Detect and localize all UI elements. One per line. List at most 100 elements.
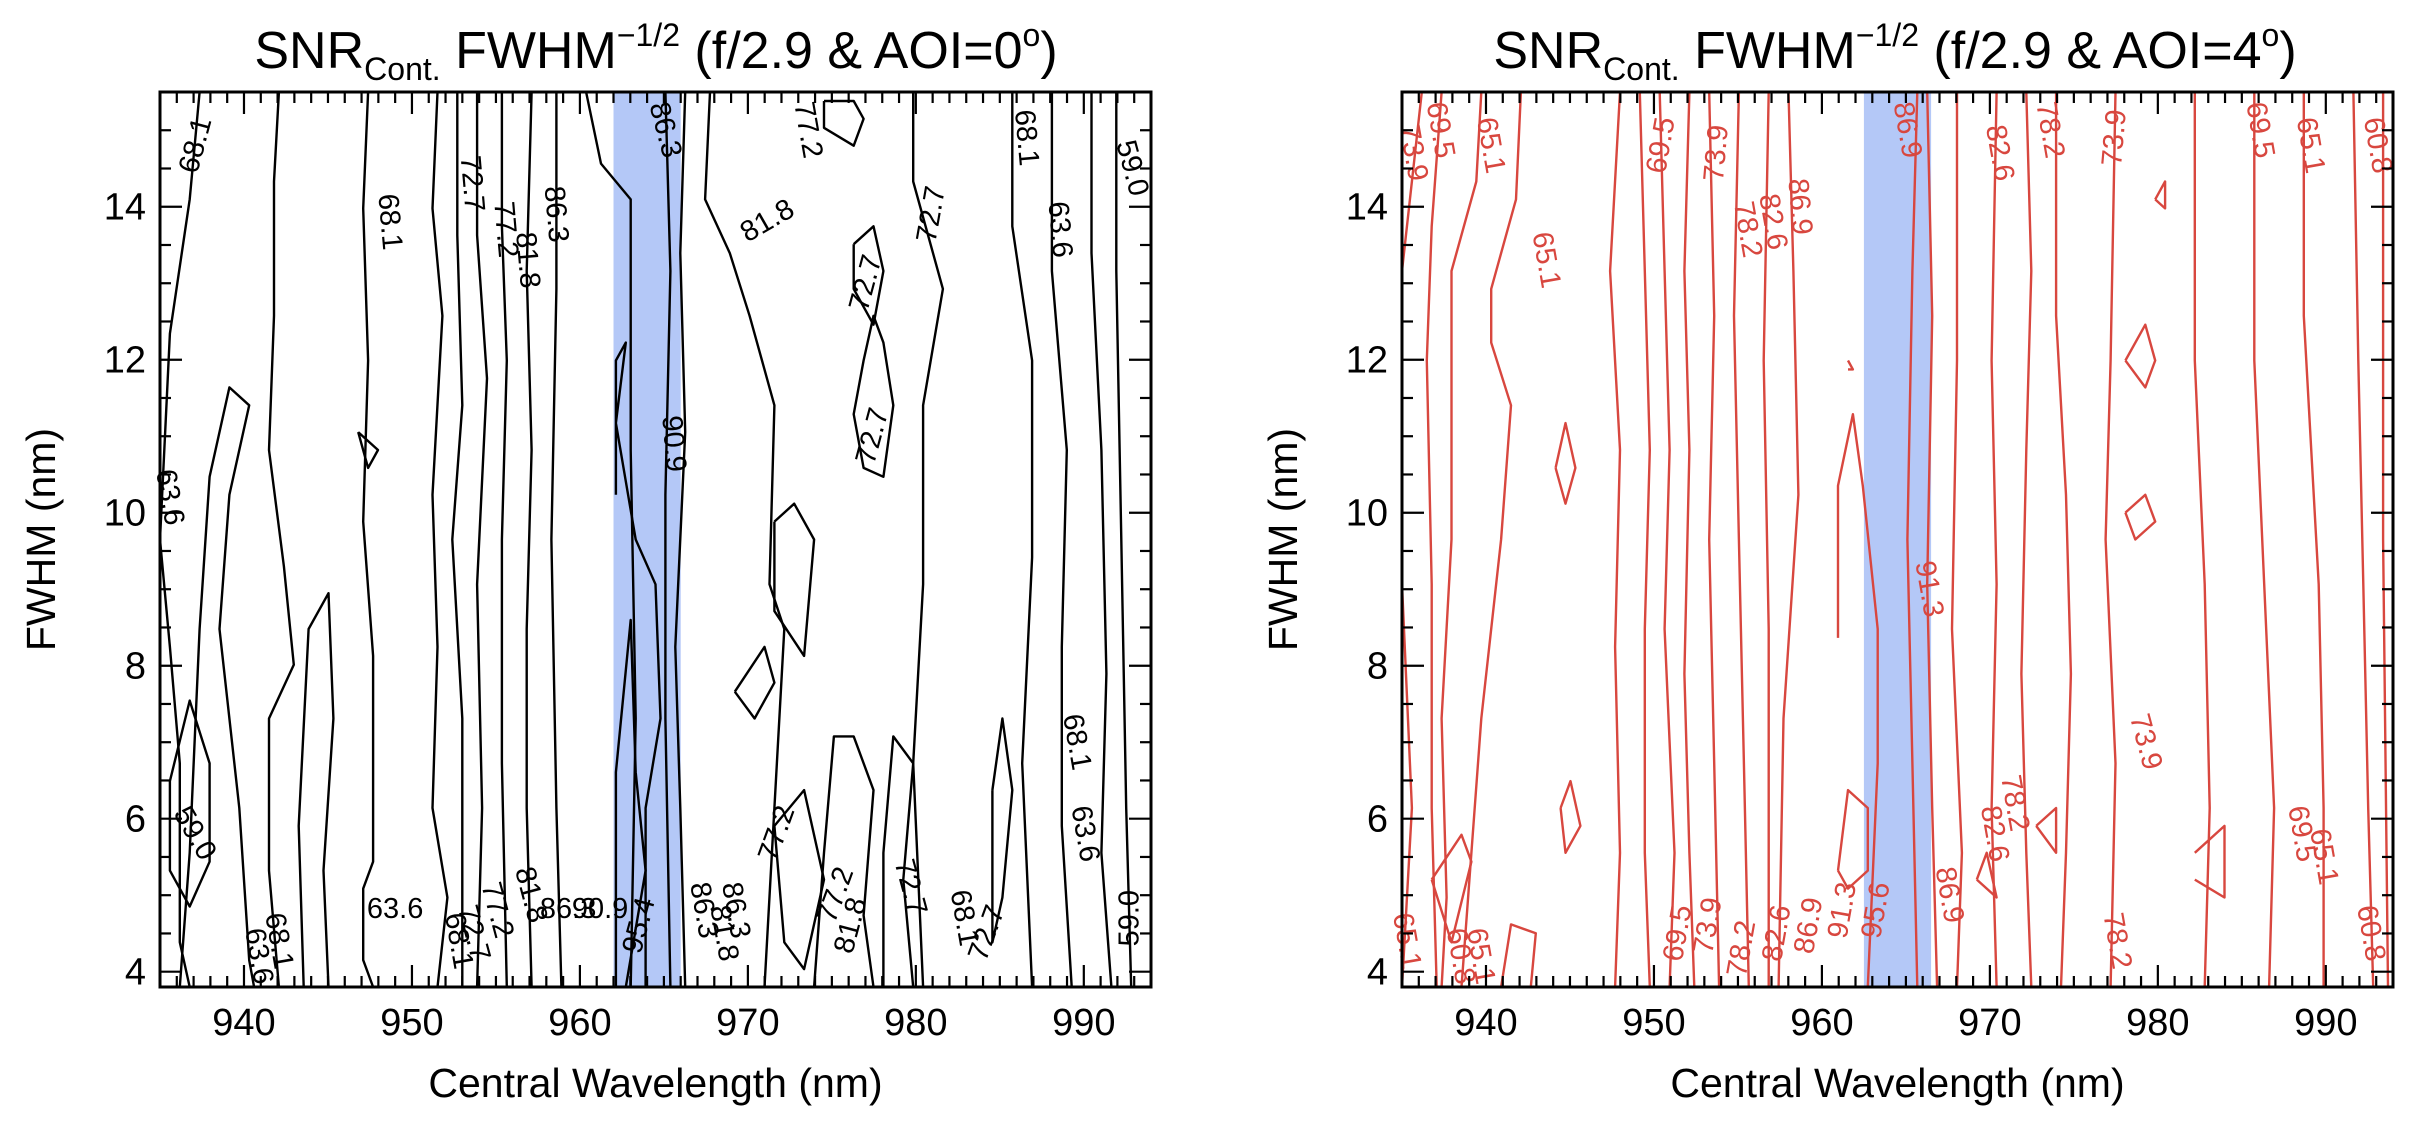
contour-line [2054, 92, 2073, 988]
contour-line [703, 91, 786, 988]
highlight-band [613, 92, 681, 987]
contour-panel-1: 68.163.659.063.668.168.163.672.777.281.8… [18, 17, 1155, 1106]
contour-line [1425, 91, 1443, 988]
contour-line [882, 735, 915, 988]
contour-line [2020, 91, 2033, 988]
contour-line [1440, 91, 1483, 988]
contour-line [2381, 92, 2390, 988]
contour-line [991, 717, 1014, 944]
contour-label: 72.7 [888, 856, 934, 919]
contour-line [1906, 91, 1919, 988]
y-axis-label: FWHM (nm) [1260, 428, 1306, 651]
contour-line [362, 91, 375, 988]
contour-line [1011, 92, 1034, 988]
contour-line [2253, 92, 2276, 988]
y-tick-label: 8 [1367, 646, 1388, 688]
x-tick-label: 990 [2294, 1002, 2357, 1044]
y-tick-label: 6 [1367, 799, 1388, 841]
contour-line [664, 91, 672, 988]
contour-label: 90.9 [655, 414, 692, 473]
contour-line [1926, 91, 1939, 988]
y-tick-label: 12 [104, 340, 146, 382]
contour-line [1090, 92, 1113, 988]
x-tick-label: 940 [212, 1002, 275, 1044]
contour-label: 63.6 [1042, 200, 1079, 259]
contour-line [1762, 91, 1770, 987]
contour-line [550, 92, 563, 988]
contour-line [1732, 91, 1750, 988]
contour-line [1708, 91, 1721, 988]
y-tick-label: 12 [1346, 340, 1388, 382]
contour-line [1836, 413, 1879, 988]
contour-label: 73.9 [1698, 124, 1735, 183]
contour-label: 68.1 [173, 114, 219, 177]
contour-line [168, 699, 211, 908]
contour-line [1460, 91, 1523, 988]
contour-line [2124, 323, 2157, 389]
contour-line [822, 99, 865, 147]
contour-line [1846, 359, 1855, 371]
contour-label: 68.1 [1008, 108, 1045, 167]
contour-line [2154, 180, 2167, 210]
contour-label: 72.7 [850, 404, 896, 467]
contour-label: 86.3 [538, 185, 575, 244]
contour-line [2302, 92, 2325, 987]
contour-line [1608, 91, 1622, 988]
contour-line [158, 91, 201, 988]
contour-line [475, 92, 489, 988]
contour-line [614, 341, 662, 987]
contour-line [1975, 851, 1998, 899]
contour-line [1683, 91, 1696, 988]
chart-title: SNRCont. FWHM−1/2 (f/2.9 & AOI=4o) [1493, 17, 2296, 87]
contour-label: 81.8 [509, 231, 546, 290]
contour-label: 65.1 [1386, 910, 1427, 971]
contour-label: 77.2 [787, 99, 828, 160]
contour-label: 72.7 [843, 251, 889, 314]
contour-line [2124, 493, 2157, 541]
contour-line [1559, 779, 1582, 854]
plot-frame [158, 90, 1153, 989]
contour-lines [158, 91, 1133, 988]
contour-line [297, 592, 335, 988]
x-tick-label: 970 [1958, 1002, 2021, 1044]
contour-label: 78.2 [2029, 99, 2070, 160]
y-tick-label: 6 [125, 799, 146, 841]
contour-line [1658, 91, 1676, 988]
y-tick-label: 8 [125, 646, 146, 688]
contour-label: 77.2 [487, 200, 524, 259]
contour-label: 63.6 [1064, 803, 1105, 864]
chart-title: SNRCont. FWHM−1/2 (f/2.9 & AOI=0o) [254, 17, 1057, 87]
contour-line [773, 502, 816, 658]
contour-label: 65.1 [2303, 826, 2344, 887]
x-axis-label: Central Wavelength (nm) [1670, 1060, 2124, 1106]
x-tick-label: 990 [1052, 1002, 1115, 1044]
y-tick-label: 10 [1346, 493, 1388, 535]
contour-line [2193, 92, 2211, 988]
y-axis-label: FWHM (nm) [18, 428, 64, 651]
contour-label: 86.9 [1781, 177, 1818, 236]
contour-label: 63.6 [149, 467, 190, 528]
contour-label: 77.2 [752, 802, 801, 866]
contour-line [451, 92, 464, 987]
contour-line [1638, 91, 1651, 988]
y-tick-label: 10 [104, 493, 146, 535]
contour-label: 81.8 [735, 193, 800, 249]
contour-label: 69.5 [2239, 99, 2280, 160]
y-tick-label: 4 [125, 952, 146, 994]
contour-line [357, 431, 380, 470]
plot-frame [1400, 90, 2395, 989]
x-axis-label: Central Wavelength (nm) [428, 1060, 882, 1106]
y-tick-label: 14 [104, 187, 146, 229]
contour-label: 73.9 [2096, 108, 2133, 167]
contour-line [2104, 91, 2117, 988]
x-tick-label: 950 [1622, 1002, 1685, 1044]
contour-line [2035, 806, 2058, 854]
contour-label: 73.9 [2123, 710, 2169, 773]
contour-line [1400, 91, 1423, 988]
contour-line [1499, 923, 1537, 988]
contour-label: 78.2 [2097, 910, 2138, 971]
contour-line [1430, 833, 1473, 944]
contour-line [2193, 824, 2226, 899]
contour-panel-2: 73.969.5 65.165.169.5 73.978.282.686.986.9… [1260, 17, 2398, 1106]
